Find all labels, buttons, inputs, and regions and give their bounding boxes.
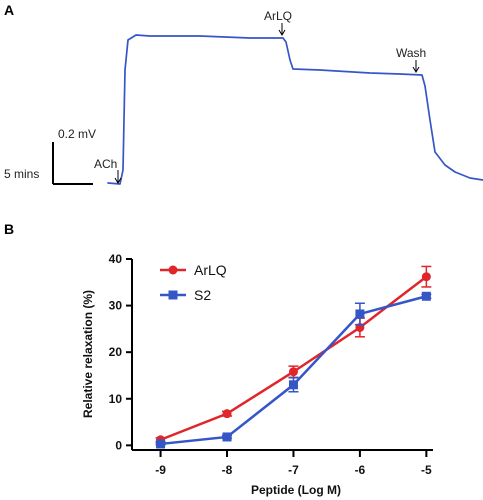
series-layer — [155, 265, 432, 449]
x-axis-label: Peptide (Log M) — [251, 483, 341, 497]
panel-a-label: A — [4, 2, 14, 18]
annotation-wash: Wash — [396, 46, 426, 73]
data-point — [156, 439, 166, 449]
legend-item-s2: S2 — [160, 287, 211, 303]
panel-a: A 0.2 mV 5 mins ACh ArLQ Wash — [4, 2, 483, 185]
legend-label: ArLQ — [194, 262, 227, 278]
legend: ArLQ S2 — [160, 262, 227, 303]
scale-bar: 0.2 mV 5 mins — [4, 127, 96, 185]
y-tick-label: 20 — [109, 345, 123, 359]
annotation-arlq: ArLQ — [264, 9, 292, 36]
data-point — [222, 409, 232, 419]
scale-bar-mv-label: 0.2 mV — [58, 127, 96, 141]
data-point — [421, 272, 431, 282]
data-point — [222, 432, 232, 442]
annotation-ach: ACh — [94, 157, 122, 184]
y-ticks: 0 10 20 30 40 — [109, 252, 132, 452]
data-point — [421, 291, 431, 301]
tension-trace — [107, 34, 483, 185]
x-tick-label: -9 — [155, 463, 166, 477]
panel-b-label: B — [4, 221, 14, 237]
arrow-down-icon-head — [114, 177, 122, 184]
data-point — [288, 367, 298, 377]
arrow-down-icon-head — [412, 66, 420, 73]
legend-item-arlq: ArLQ — [160, 262, 227, 278]
legend-marker — [168, 290, 178, 300]
y-tick-label: 10 — [109, 392, 123, 406]
data-point — [288, 380, 298, 390]
x-ticks: -9 -8 -7 -6 -5 — [155, 450, 432, 477]
annotation-wash-label: Wash — [396, 46, 426, 60]
legend-marker — [168, 265, 178, 275]
annotation-arlq-label: ArLQ — [264, 9, 292, 23]
y-tick-label: 40 — [109, 252, 123, 266]
chart-area: 0 10 20 30 40 -9 -8 -7 -6 -5 Relative relaxation… — [81, 252, 433, 497]
series-s2 — [155, 291, 432, 449]
x-tick-label: -6 — [355, 463, 366, 477]
x-tick-label: -8 — [222, 463, 233, 477]
data-point — [355, 309, 365, 319]
annotation-ach-label: ACh — [94, 157, 117, 171]
legend-label: S2 — [194, 287, 211, 303]
y-tick-label: 0 — [115, 438, 122, 452]
panel-b: B 0 10 20 30 40 -9 -8 -7 -6 -5 Relative relaxati… — [4, 221, 433, 497]
x-tick-label: -5 — [421, 463, 432, 477]
y-axis-label: Relative relaxation (%) — [81, 290, 95, 418]
arrow-down-icon-head — [278, 29, 286, 36]
scale-bar-time-label: 5 mins — [4, 167, 39, 181]
axes: 0 10 20 30 40 -9 -8 -7 -6 -5 — [109, 252, 433, 477]
y-tick-label: 30 — [109, 299, 123, 313]
x-tick-label: -7 — [288, 463, 299, 477]
